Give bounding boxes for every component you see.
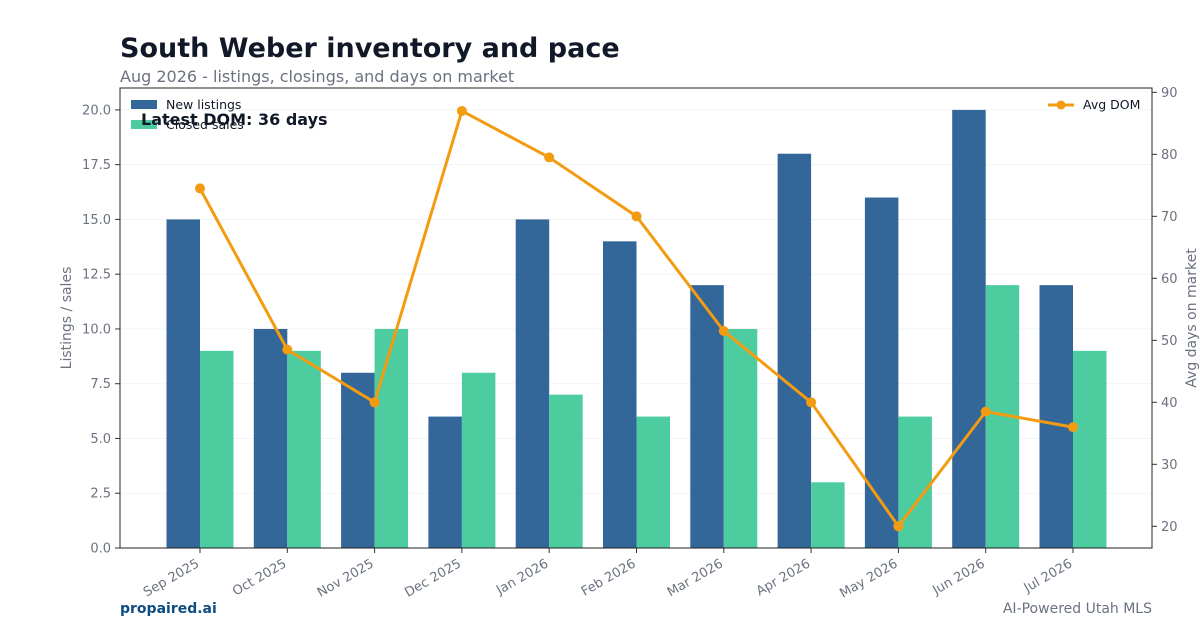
avg-dom-point xyxy=(282,344,293,355)
avg-dom-point xyxy=(806,397,817,408)
bar-new-listings xyxy=(253,328,288,548)
bar-new-listings xyxy=(341,372,375,548)
avg-dom-point xyxy=(369,397,380,408)
y2-tick-label: 50 xyxy=(1161,334,1178,349)
legend-label-closed-sales: Closed sales xyxy=(166,117,244,132)
bar-new-listings xyxy=(166,219,200,548)
y2-tick-label: 80 xyxy=(1161,148,1178,163)
bar-closed-sales xyxy=(374,328,409,548)
bars xyxy=(166,109,1107,549)
x-tick-label: Apr 2026 xyxy=(754,556,813,599)
x-tick-label: Jul 2026 xyxy=(1021,556,1075,596)
bar-new-listings xyxy=(1039,285,1073,548)
avg-dom-point xyxy=(1068,422,1078,433)
avg-dom-point xyxy=(718,326,729,337)
x-tick-label: Jan 2026 xyxy=(493,556,551,598)
y-tick-label: 5.0 xyxy=(90,432,111,447)
x-tick-label: Feb 2026 xyxy=(579,556,639,599)
x-tick-label: Oct 2025 xyxy=(230,556,289,599)
avg-dom-point xyxy=(195,183,205,194)
y-tick-label: 2.5 xyxy=(90,487,111,502)
bar-closed-sales xyxy=(1073,350,1107,548)
bar-closed-sales xyxy=(898,416,932,548)
bar-closed-sales xyxy=(723,328,758,548)
y-tick-label: 17.5 xyxy=(82,158,111,173)
legends: New listings Closed sales Avg DOM xyxy=(131,97,1140,132)
y-tick-label: 12.5 xyxy=(82,268,111,283)
bar-new-listings xyxy=(603,241,637,549)
avg-dom-point xyxy=(544,152,555,163)
x-tick-label: Sep 2025 xyxy=(141,556,202,600)
avg-dom-point xyxy=(980,406,991,417)
y2-tick-label: 70 xyxy=(1161,210,1178,225)
y-tick-label: 15.0 xyxy=(82,213,111,228)
chart-subtitle: Aug 2026 - listings, closings, and days … xyxy=(120,67,515,86)
avg-dom-point xyxy=(456,105,467,116)
bar-closed-sales xyxy=(200,350,234,548)
legend-marker-avg-dom xyxy=(1056,100,1066,110)
x-tick-label: May 2026 xyxy=(837,556,900,601)
y2-axis-label: Avg days on market xyxy=(1184,248,1200,388)
bar-new-listings xyxy=(864,197,899,548)
avg-dom-point xyxy=(893,521,904,532)
bar-closed-sales xyxy=(287,350,321,548)
dom-line-series xyxy=(195,105,1078,532)
y-tick-label: 7.5 xyxy=(90,377,111,392)
bar-closed-sales xyxy=(461,372,496,548)
bar-new-listings xyxy=(515,219,550,548)
avg-dom-point xyxy=(631,211,642,222)
legend-label-avg-dom: Avg DOM xyxy=(1083,97,1140,112)
bar-new-listings xyxy=(952,109,986,549)
brand-logo-text[interactable]: propaired.ai xyxy=(120,601,217,617)
legend-label-new-listings: New listings xyxy=(166,97,241,112)
x-tick-label: Jun 2026 xyxy=(930,556,988,598)
footer-tagline: AI-Powered Utah MLS xyxy=(1002,601,1152,617)
y2-tick-label: 30 xyxy=(1161,458,1178,473)
chart-title: South Weber inventory and pace xyxy=(120,33,620,64)
bar-new-listings xyxy=(777,153,812,548)
y2-tick-label: 20 xyxy=(1161,520,1178,535)
latest-dom-annotation: Latest DOM: 36 days xyxy=(141,110,328,129)
bar-closed-sales xyxy=(549,394,583,548)
x-tick-label: Dec 2025 xyxy=(402,556,464,600)
legend-swatch-closed-sales xyxy=(131,120,157,129)
legend-swatch-new-listings xyxy=(131,100,157,109)
x-tick-label: Mar 2026 xyxy=(665,556,726,600)
bar-new-listings xyxy=(690,285,724,548)
x-tick-label: Nov 2025 xyxy=(315,556,377,600)
bar-closed-sales xyxy=(811,482,845,548)
bar-closed-sales xyxy=(636,416,670,548)
y2-tick-label: 40 xyxy=(1161,396,1178,411)
bar-new-listings xyxy=(428,416,462,548)
y-axis-label: Listings / sales xyxy=(59,267,75,370)
y-tick-label: 0.0 xyxy=(90,542,111,557)
y-tick-label: 20.0 xyxy=(82,103,111,118)
y2-tick-label: 90 xyxy=(1161,86,1178,101)
y-tick-label: 10.0 xyxy=(82,322,111,337)
y2-tick-label: 60 xyxy=(1161,272,1178,287)
